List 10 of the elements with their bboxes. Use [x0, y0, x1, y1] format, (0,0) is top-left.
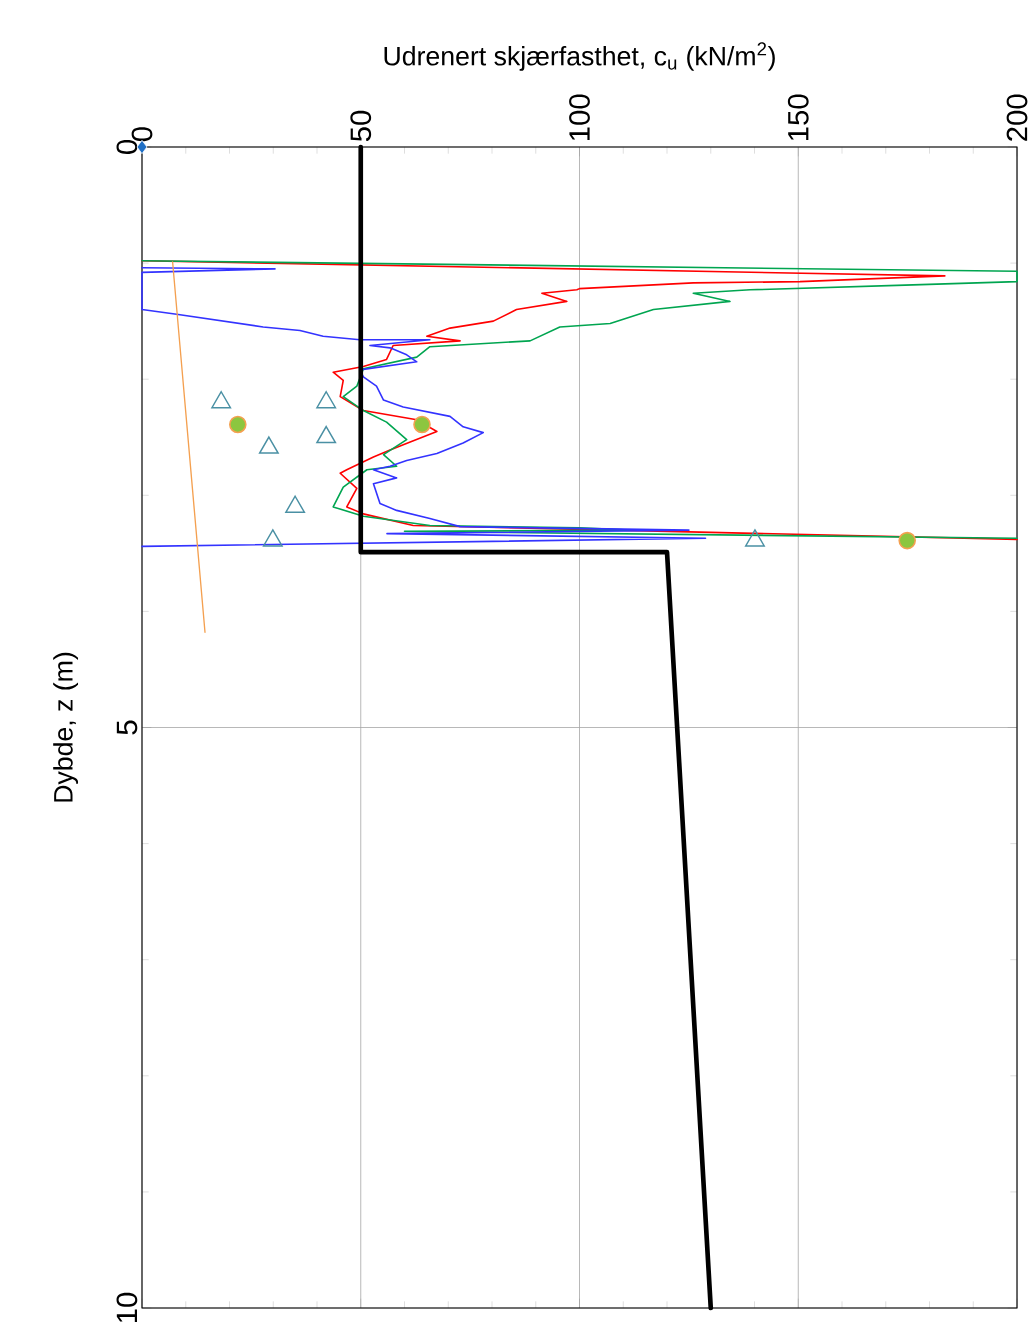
x-tick-label: 0 [131, 127, 153, 142]
x-axis-title: Udrenert skjærfasthet, c$_{u}$ (kN/m$^{2}$) [384, 42, 775, 71]
y-axis-title: Dybde, z (m) [53, 652, 79, 802]
x-tick-label: 100 [569, 94, 590, 141]
x-tick-label: 150 [787, 94, 809, 141]
y-tick-label: 5 [116, 720, 138, 735]
x-tick-label: 200 [1006, 94, 1028, 141]
x-tick-label: 50 [350, 110, 372, 142]
y-tick-label: 10 [116, 1292, 138, 1323]
y-tick-label: 0 [116, 139, 138, 154]
